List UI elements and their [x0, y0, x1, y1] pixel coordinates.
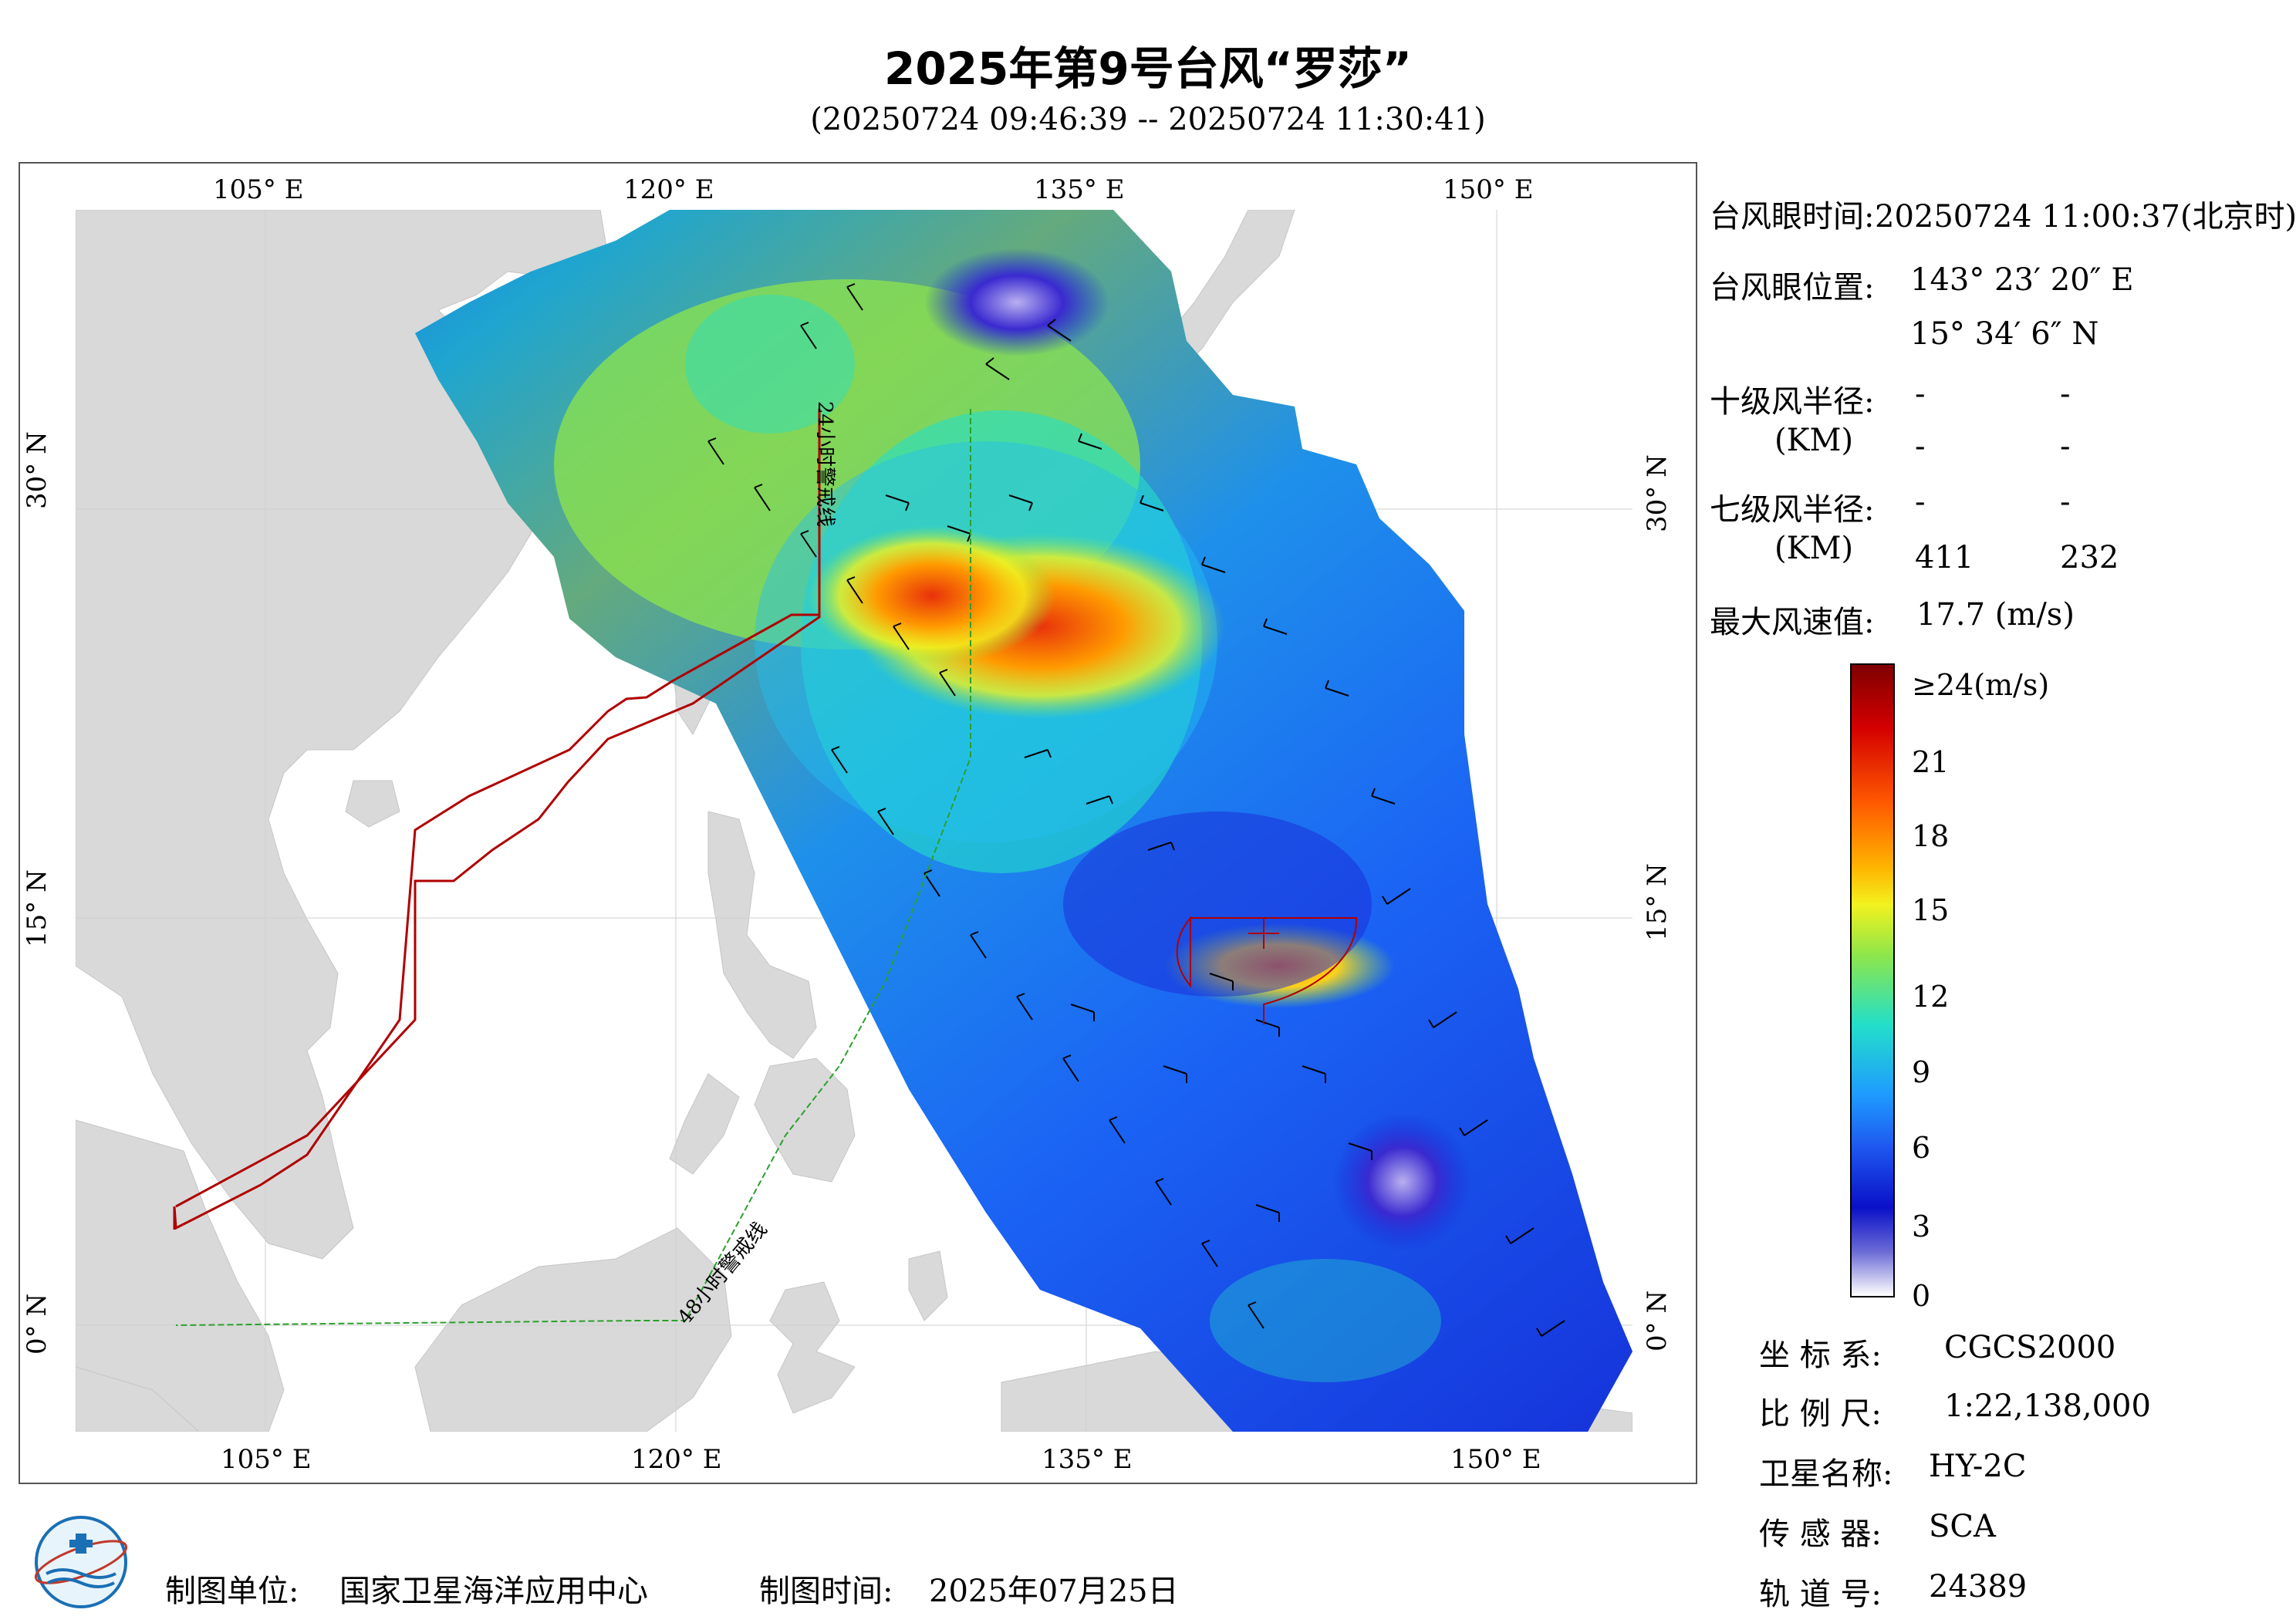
producer-label: 制图单位: — [165, 1574, 299, 1609]
observation-time-range: (20250724 09:46:39 -- 20250724 11:30:41) — [810, 102, 1486, 137]
colorbar-label-18: 18 — [1912, 819, 1950, 853]
lat-label-left-15: 15° N — [22, 869, 52, 947]
radius-7-a1: - — [1915, 484, 1926, 520]
eye-position-label: 台风眼位置: — [1710, 270, 1875, 305]
colorbar-label-3: 3 — [1912, 1210, 1931, 1243]
scale-label: 比 例 尺: — [1759, 1396, 1882, 1432]
radius-7-label: 七级风半径: — [1710, 492, 1875, 528]
eye-latitude: 15° 34′ 6″ N — [1910, 316, 2099, 352]
radius-10-label: 十级风半径: — [1710, 384, 1875, 420]
colorbar-label-12: 12 — [1912, 980, 1950, 1014]
satellite-label: 卫星名称: — [1759, 1456, 1893, 1492]
sensor-label: 传 感 器: — [1759, 1517, 1882, 1552]
lat-label-left-30: 30° N — [22, 431, 52, 509]
radius-10-b1: - — [1915, 429, 1926, 464]
wind-field-map — [76, 210, 1633, 1432]
radius-10-a1: - — [1915, 376, 1926, 412]
lon-label-top-135: 135° E — [1034, 174, 1125, 205]
warning-line-24h-label: 24小时警戒线 — [813, 401, 836, 528]
max-wind-label: 最大风速值: — [1710, 605, 1875, 640]
colorbar-label-6: 6 — [1912, 1131, 1931, 1165]
coord-system-label: 坐 标 系: — [1759, 1338, 1882, 1373]
scale-value: 1:22,138,000 — [1944, 1388, 2151, 1424]
lat-label-right-15: 15° N — [1642, 863, 1673, 941]
lon-label-bottom-120: 120° E — [631, 1444, 722, 1475]
lat-label-right-30: 30° N — [1642, 454, 1673, 532]
lon-label-top-150: 150° E — [1443, 174, 1534, 205]
colorbar-label-0: 0 — [1912, 1279, 1931, 1313]
coord-system-value: CGCS2000 — [1944, 1330, 2116, 1365]
eye-time-label: 台风眼时间: — [1710, 199, 1875, 235]
wind-swath — [415, 210, 1633, 1432]
wind-barbs — [707, 283, 1565, 1337]
lon-label-bottom-105: 105° E — [221, 1444, 312, 1475]
max-wind-value: 17.7 (m/s) — [1916, 597, 2075, 633]
eye-time-value: 20250724 11:00:37(北京时) — [1875, 199, 2296, 235]
producer-value: 国家卫星海洋应用中心 — [339, 1574, 648, 1609]
typhoon-center-marker — [1176, 916, 1358, 1024]
lat-label-left-0: 0° N — [22, 1293, 52, 1355]
colorbar-label-15: 15 — [1912, 893, 1950, 927]
orbit-label: 轨 道 号: — [1759, 1577, 1882, 1612]
lon-label-top-105: 105° E — [213, 174, 304, 205]
colorbar-label-9: 9 — [1912, 1055, 1931, 1089]
nsoas-logo — [34, 1516, 128, 1608]
map-title: 2025年第9号台风“罗莎” — [883, 42, 1413, 95]
satellite-value: HY-2C — [1929, 1449, 2027, 1484]
radius-7-unit: (KM) — [1774, 531, 1854, 566]
sensor-value: SCA — [1929, 1509, 1996, 1544]
radius-10-b2: - — [2060, 429, 2071, 464]
colorbar-label-21: 21 — [1912, 745, 1950, 779]
warning-line-24h — [173, 409, 821, 1230]
wind-speed-colorbar — [1850, 663, 1895, 1297]
lat-label-right-0: 0° N — [1642, 1290, 1673, 1351]
radius-10-a2: - — [2060, 376, 2071, 412]
radius-7-b2: 232 — [2060, 540, 2119, 575]
orbit-value: 24389 — [1929, 1569, 2028, 1604]
warning-line-48h — [175, 409, 971, 1326]
production-date-value: 2025年07月25日 — [929, 1574, 1179, 1609]
colorbar-label-24: ≥24(m/s) — [1912, 668, 2050, 702]
lon-label-top-120: 120° E — [623, 174, 714, 205]
production-date-label: 制图时间: — [759, 1574, 893, 1609]
radius-7-b1: 411 — [1915, 540, 1974, 575]
lon-label-bottom-135: 135° E — [1042, 1444, 1133, 1475]
radius-7-a2: - — [2060, 484, 2071, 520]
radius-10-unit: (KM) — [1774, 423, 1854, 458]
lon-label-bottom-150: 150° E — [1450, 1444, 1541, 1475]
eye-longitude: 143° 23′ 20″ E — [1910, 262, 2134, 298]
